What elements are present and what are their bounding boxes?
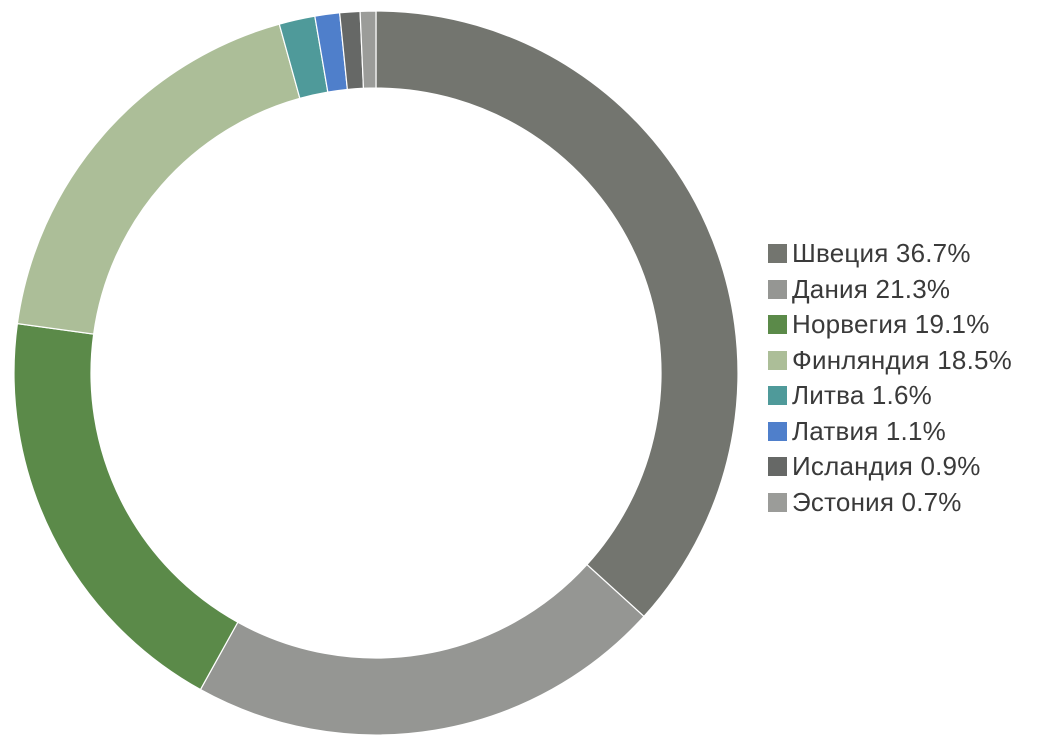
legend-item: Норвегия 19.1%: [768, 307, 1012, 343]
legend-item: Латвия 1.1%: [768, 414, 1012, 450]
legend-label: Швеция 36.7%: [792, 238, 971, 269]
legend-label: Эстония 0.7%: [792, 486, 962, 517]
slice-2: [199, 563, 645, 736]
slice-4: [16, 23, 301, 335]
legend-swatch: [768, 492, 787, 512]
legend-swatch: [768, 315, 787, 335]
legend-label: Исландия 0.9%: [792, 451, 981, 482]
legend-label: Дания 21.3%: [792, 273, 951, 304]
legend-item: Дания 21.3%: [768, 272, 1012, 308]
legend-swatch: [768, 386, 787, 406]
slice-3: [13, 322, 239, 691]
legend-item: Финляндия 18.5%: [768, 343, 1012, 379]
legend: Швеция 36.7% Дания 21.3% Норвегия 19.1% Фин…: [768, 236, 1012, 520]
donut-chart: [13, 10, 739, 736]
slice-8: [359, 10, 377, 89]
legend-label: Литва 1.6%: [792, 380, 932, 411]
legend-label: Латвия 1.1%: [792, 415, 946, 446]
legend-swatch: [768, 244, 787, 264]
legend-label: Финляндия 18.5%: [792, 344, 1012, 375]
legend-item: Исландия 0.9%: [768, 449, 1012, 485]
legend-swatch: [768, 421, 787, 441]
legend-swatch: [768, 350, 787, 370]
legend-item: Швеция 36.7%: [768, 236, 1012, 272]
legend-swatch: [768, 279, 787, 299]
legend-label: Норвегия 19.1%: [792, 309, 990, 340]
legend-item: Литва 1.6%: [768, 378, 1012, 414]
slice-1: [375, 10, 739, 618]
legend-swatch: [768, 457, 787, 477]
legend-item: Эстония 0.7%: [768, 485, 1012, 521]
